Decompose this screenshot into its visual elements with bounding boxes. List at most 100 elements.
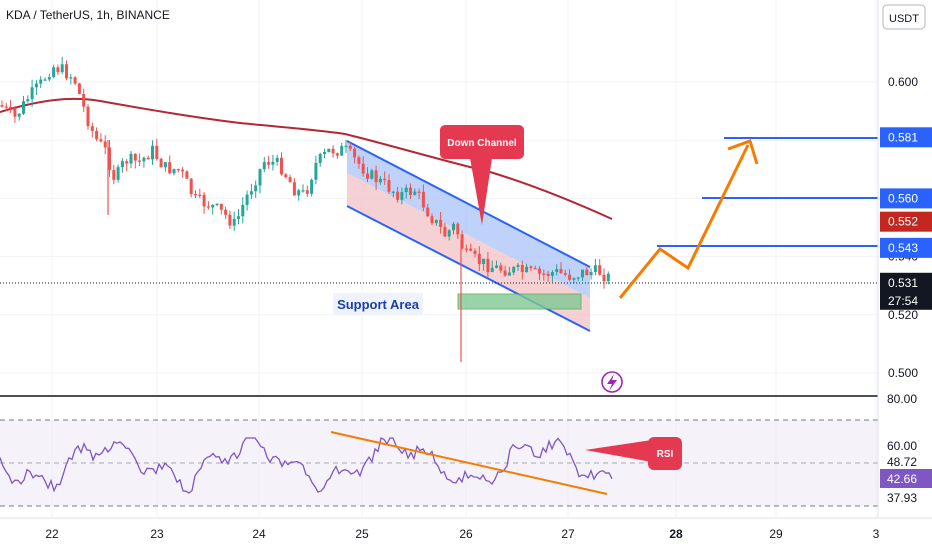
candle-body [228,214,232,226]
candle-body [52,67,56,78]
candle-body [550,272,554,276]
candle-body [581,269,584,278]
candle-body [176,169,180,171]
candle-body [495,265,498,268]
candle-body [65,64,68,79]
candle-body [56,67,60,73]
candle-body [159,158,163,168]
price-label: 0.543 [888,241,918,255]
candle-body [314,162,318,180]
time-tick: 27 [561,527,575,541]
candle-body [331,148,335,154]
candle-body [69,77,73,79]
candle-body [361,163,365,174]
candle-body [116,167,120,180]
candle-body [13,108,17,117]
candle-body [318,153,322,163]
currency-badge[interactable]: USDT [882,4,926,30]
candle-body [60,64,64,73]
candle-body [254,185,258,192]
rsi-line [0,437,613,494]
candle-body [344,145,348,147]
candle-body [404,187,408,193]
candle-body [555,269,559,273]
candle-body [598,265,602,275]
candle-body [82,93,86,107]
time-tick: 3 [873,527,880,541]
candle-body [366,173,369,179]
candle-body [533,268,537,270]
time-tick: 28 [669,527,683,541]
candle-body [473,250,477,254]
candle-body [292,182,296,196]
price-tick: 0.520 [888,308,918,322]
candle-body [503,270,507,276]
rsi-value-label: 42.66 [887,472,917,486]
candle-body [525,266,529,273]
price-axis [878,0,932,518]
candle-body [297,190,301,196]
candle-body [249,191,253,195]
candle-body [443,226,447,237]
candle-body [224,209,228,215]
candle-body [396,191,400,200]
candle-body [499,265,503,271]
candle-body [120,161,124,168]
candle-body [133,153,137,161]
candle-body [215,203,219,206]
candle-body [464,248,468,250]
rsi-tick: 37.93 [887,491,917,505]
candle-body [512,266,516,273]
candle-body [469,248,473,251]
target-lines [657,137,878,247]
support-area-label: Support Area [337,297,420,312]
rsi-tick: 80.00 [887,392,917,406]
projection-arrow [618,139,759,299]
candle-body [155,145,159,159]
countdown-box [880,291,932,310]
candle-body [430,216,434,224]
price-tick: 0.600 [888,75,918,89]
candle-body [189,178,193,195]
support-area-callout: Support Area [333,293,423,315]
rsi-band [0,420,878,506]
candle-body [340,146,344,156]
rsi-ma-label: 48.72 [887,455,917,469]
price-label-box [880,272,932,293]
candle-body [593,265,597,272]
chart-title: KDA / TetherUS, 1h, BINANCE [6,8,170,22]
time-tick: 26 [459,527,473,541]
candle-body [258,169,262,186]
candle-body [194,194,197,196]
candle-body [353,148,357,158]
candle-body [460,234,464,249]
rsi-callout-label: RSI [657,449,674,460]
candle-body [546,273,550,276]
candle-body [142,157,146,162]
candle-body [271,161,275,165]
candle-body [477,253,481,265]
rsi-trendline [330,431,608,495]
price-label-box [880,211,932,232]
candle-body [327,148,331,153]
time-ticks: 22 23 24 25 26 27 28 29 3 [45,527,879,541]
candle-body [4,106,8,108]
price-label: 0.581 [888,130,918,144]
candle-body [310,179,314,194]
candle-body [439,219,443,227]
time-tick: 29 [769,527,783,541]
candle-body [34,83,38,88]
lightning-icon[interactable] [601,371,623,393]
candle-body [112,170,116,180]
candle-body [559,269,563,274]
time-tick: 23 [150,527,164,541]
candle-body [417,191,421,193]
candle-body [572,278,576,280]
candle-body [95,130,99,140]
channel-top-line [346,140,591,268]
candle-body [163,162,167,168]
channel-fill-lower [347,173,590,331]
candle-body [241,204,245,217]
